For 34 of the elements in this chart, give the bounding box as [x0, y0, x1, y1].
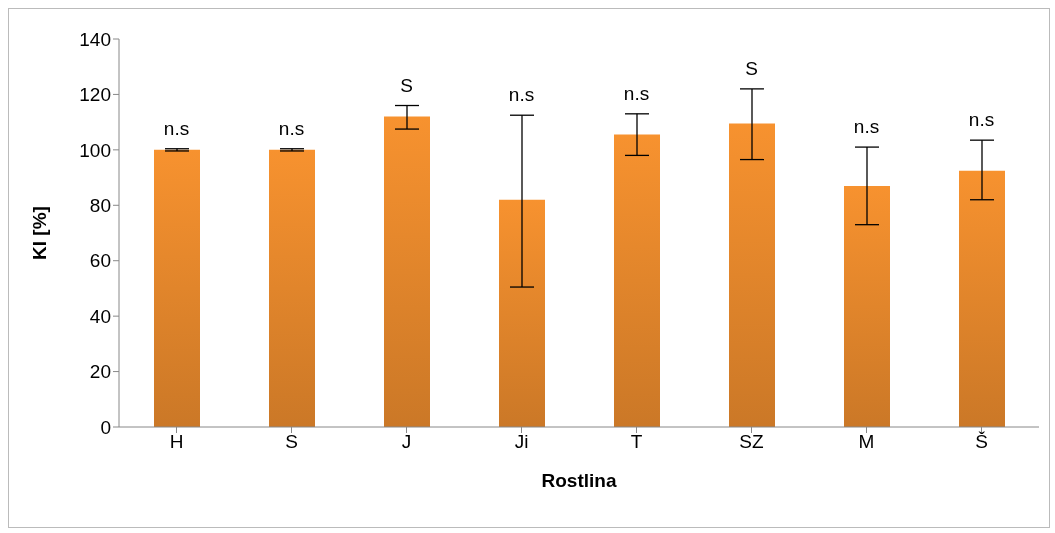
annotation: S — [745, 57, 758, 79]
annotation: n.s — [278, 117, 305, 139]
x-tick-label: J — [401, 431, 412, 453]
bar — [614, 134, 660, 427]
y-tick-label: 120 — [79, 84, 111, 106]
bar — [729, 123, 775, 427]
annotation: S — [400, 74, 413, 96]
bar — [959, 170, 1005, 427]
y-tick-label: 20 — [89, 361, 111, 383]
x-tick-label: Ji — [514, 431, 529, 453]
annotation: n.s — [623, 82, 650, 104]
y-axis-title: KI [%] — [28, 206, 50, 260]
y-tick-label: 40 — [89, 305, 111, 327]
annotation: n.s — [508, 84, 535, 106]
y-tick-label: 140 — [79, 28, 111, 50]
y-tick-label: 0 — [100, 416, 111, 438]
annotation: n.s — [968, 109, 995, 131]
x-tick-label: M — [858, 431, 875, 453]
y-tick-label: 100 — [79, 139, 111, 161]
annotation: n.s — [853, 116, 880, 138]
x-tick-label: Š — [975, 431, 988, 453]
x-tick-label: SZ — [739, 431, 765, 453]
x-tick-label: H — [169, 431, 184, 453]
bar — [384, 116, 430, 427]
y-tick-label: 80 — [89, 195, 111, 217]
x-tick-label: T — [630, 431, 643, 453]
bar — [154, 149, 200, 427]
annotation: n.s — [163, 117, 190, 139]
y-tick-label: 60 — [89, 250, 111, 272]
bar — [499, 199, 545, 427]
x-tick-label: S — [285, 431, 298, 453]
x-axis-title: Rostlina — [541, 470, 617, 491]
bar — [269, 149, 315, 427]
bar — [844, 185, 890, 427]
